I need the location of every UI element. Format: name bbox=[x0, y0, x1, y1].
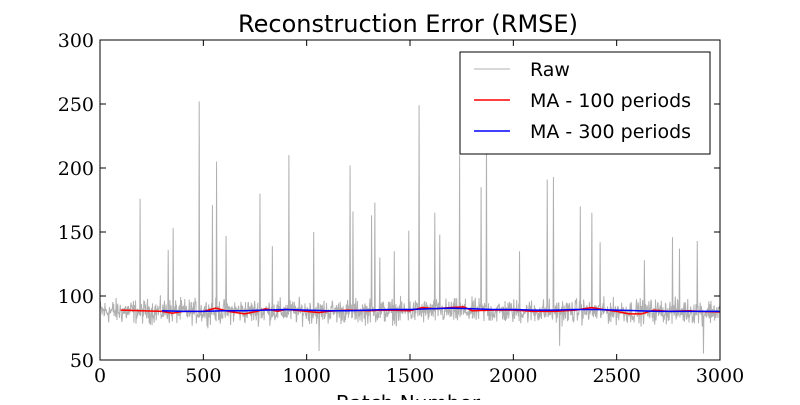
y-tick-label: 50 bbox=[70, 350, 94, 372]
y-tick-label: 200 bbox=[58, 158, 94, 180]
series-ma300-line bbox=[161, 307, 720, 313]
plot-area bbox=[100, 101, 720, 354]
chart-title: Reconstruction Error (RMSE) bbox=[238, 10, 578, 38]
legend-entry-ma100: MA - 100 periods bbox=[474, 90, 691, 112]
y-tick-label: 250 bbox=[58, 94, 94, 116]
x-tick-label: 2500 bbox=[592, 365, 640, 387]
legend: Raw MA - 100 periods MA - 300 periods bbox=[459, 51, 711, 155]
x-tick-label: 1000 bbox=[282, 365, 330, 387]
legend-label: MA - 300 periods bbox=[530, 121, 691, 143]
x-tick-label: 3000 bbox=[696, 365, 744, 387]
y-tick-label: 150 bbox=[58, 222, 94, 244]
y-tick-label: 300 bbox=[58, 30, 94, 52]
x-tick-label: 2000 bbox=[489, 365, 537, 387]
legend-label: Raw bbox=[530, 59, 570, 81]
y-tick-label: 100 bbox=[58, 286, 94, 308]
legend-entry-raw: Raw bbox=[474, 59, 570, 81]
x-tick-label: 1500 bbox=[386, 365, 434, 387]
axes: 0 500 1000 1500 2000 2500 3000 50 100 150 200 250 30… bbox=[58, 30, 744, 387]
legend-label: MA - 100 periods bbox=[530, 90, 691, 112]
x-tick-label: 500 bbox=[185, 365, 221, 387]
x-tick-label: 0 bbox=[94, 365, 106, 387]
legend-entry-ma300: MA - 300 periods bbox=[474, 121, 691, 143]
x-axis-label: Batch Number bbox=[336, 391, 481, 400]
